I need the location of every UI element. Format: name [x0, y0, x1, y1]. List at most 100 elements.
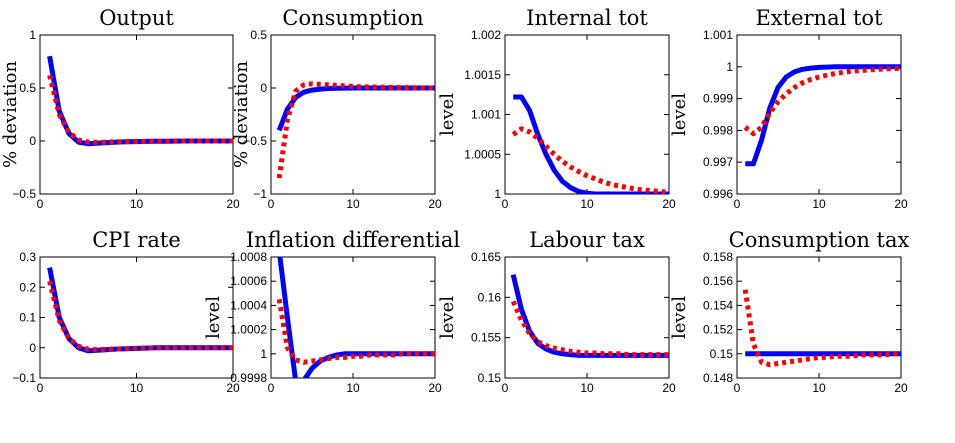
panel-title: Internal tot: [526, 6, 648, 30]
y-tick-label: 1.0008: [230, 250, 267, 264]
y-tick-label: 1.0006: [230, 274, 267, 288]
y-tick-label: 1.0004: [230, 298, 267, 312]
plot-frame: [270, 34, 436, 195]
y-tick-label: 0.155: [471, 331, 501, 345]
y-tick-label: 0: [29, 341, 36, 355]
x-tick-label: 0: [37, 381, 44, 395]
x-tick-label: 10: [812, 381, 826, 395]
y-tick-label: 0: [260, 81, 267, 95]
x-tick-label: 10: [346, 197, 360, 211]
panel-title: CPI rate: [92, 228, 181, 252]
y-tick-label: 0.996: [703, 187, 733, 201]
plot-frame: [39, 256, 234, 379]
y-tick-label: 1.0005: [464, 147, 501, 161]
y-tick-label: 1: [260, 347, 267, 361]
x-tick-label: 0: [37, 197, 44, 211]
x-tick-label: 20: [662, 197, 676, 211]
panel-3: 0 10 20 1 1.0005 1.001 1.0015 1.002 Internal tot…: [437, 6, 676, 211]
x-tick-label: 20: [894, 381, 908, 395]
panel-2: 0 10 20 −1 −0.5 0 0.5 Consumption % deviation: [231, 6, 442, 211]
panel-title: Consumption: [282, 6, 423, 30]
y-tick-label: 0.165: [471, 250, 501, 264]
y-tick-label: 1.002: [471, 28, 501, 42]
x-tick-label: 10: [130, 381, 144, 395]
x-tick-label: 10: [580, 381, 594, 395]
panel-6: 0 10 200.999811.00021.00041.00061.0008Infl…: [203, 228, 460, 395]
panel-4: 0 10 20 0.996 0.997 0.998 0.999 1 1.001 External …: [669, 6, 908, 211]
panel-title: External tot: [755, 6, 883, 30]
y-tick-label: 0.154: [703, 298, 733, 312]
plot-frame: [736, 34, 902, 195]
plot-frame: [270, 256, 436, 379]
panel-title: Labour tax: [529, 228, 645, 252]
plot-frame: [39, 34, 234, 195]
y-tick-label: 1.0015: [464, 68, 501, 82]
y-tick-label: 1.001: [703, 28, 733, 42]
y-tick-label: 0.158: [703, 250, 733, 264]
y-tick-label: 1: [494, 187, 501, 201]
y-tick-label: 1.0002: [230, 323, 267, 337]
series-line-2: [742, 289, 901, 368]
series-line-2: [276, 298, 435, 365]
y-tick-label: 0.2: [19, 280, 36, 294]
plot-frame: [736, 256, 902, 379]
series-line-2: [47, 74, 233, 145]
y-tick-label: 0.1: [19, 311, 36, 325]
x-tick-label: 10: [346, 381, 360, 395]
series-line-1: [745, 64, 901, 167]
y-tick-label: −0.5: [12, 187, 36, 201]
x-tick-label: 0: [268, 197, 275, 211]
x-tick-label: 20: [428, 197, 442, 211]
panel-title: Consumption tax: [729, 228, 910, 252]
x-tick-label: 0: [502, 381, 509, 395]
x-tick-label: 20: [226, 197, 240, 211]
panel-title: Output: [99, 6, 174, 30]
y-tick-label: 0.5: [250, 28, 267, 42]
y-axis-label: level: [437, 296, 458, 339]
y-tick-label: 0.3: [19, 250, 36, 264]
x-tick-label: 0: [734, 381, 741, 395]
series-line-2: [47, 280, 233, 353]
x-tick-label: 0: [268, 381, 275, 395]
panel-8: 0 10 20 0.148 0.15 0.152 0.154 0.156 0.158Consum…: [669, 228, 909, 395]
y-tick-label: −0.5: [243, 134, 267, 148]
y-axis-label: % deviation: [231, 61, 252, 168]
x-tick-label: 10: [812, 197, 826, 211]
y-axis-label: level: [437, 93, 458, 136]
x-tick-label: 20: [226, 381, 240, 395]
x-tick-label: 20: [662, 381, 676, 395]
y-tick-label: 0.998: [703, 123, 733, 137]
y-tick-label: 0.15: [478, 371, 502, 385]
y-tick-label: 1: [726, 60, 733, 74]
plot-frame: [504, 256, 670, 379]
series-line-1: [513, 94, 669, 194]
y-tick-label: 1.001: [471, 108, 501, 122]
y-tick-label: 0.9998: [230, 371, 267, 385]
y-tick-label: 0.16: [478, 290, 502, 304]
y-axis-label: % deviation: [0, 61, 21, 168]
y-axis-label: level: [669, 296, 690, 339]
y-axis-label: level: [669, 93, 690, 136]
y-tick-label: 0.156: [703, 274, 733, 288]
y-axis-label: level: [203, 296, 224, 339]
x-tick-label: 0: [502, 197, 509, 211]
y-tick-label: 0.152: [703, 323, 733, 337]
x-tick-label: 10: [580, 197, 594, 211]
y-tick-label: −1: [253, 187, 267, 201]
y-tick-label: 0.999: [703, 92, 733, 106]
y-tick-label: 1: [29, 28, 36, 42]
x-tick-label: 20: [428, 381, 442, 395]
y-tick-label: 0.5: [19, 81, 36, 95]
series-line-2: [510, 300, 669, 358]
y-tick-label: −0.1: [12, 371, 36, 385]
y-tick-label: 0.15: [710, 347, 734, 361]
panel-title: Inflation differential: [246, 228, 461, 252]
y-tick-label: 0: [29, 134, 36, 148]
x-tick-label: 10: [130, 197, 144, 211]
panel-7: 0 10 20 0.15 0.155 0.16 0.165 Labour tax level: [437, 228, 676, 395]
y-tick-label: 0.997: [703, 155, 733, 169]
series-line-2: [276, 81, 435, 179]
